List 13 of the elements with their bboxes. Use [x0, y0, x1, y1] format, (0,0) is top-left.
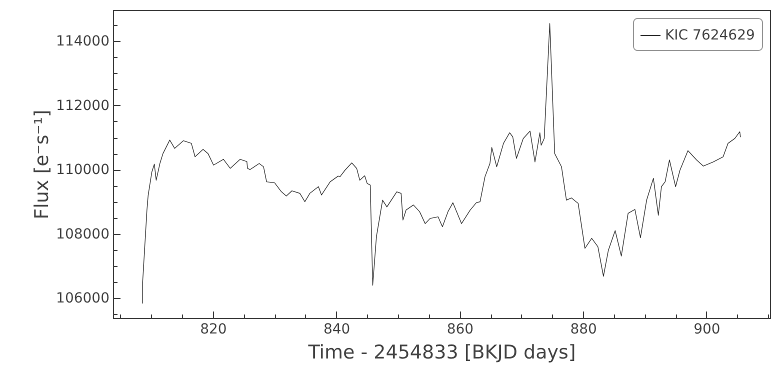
y-tick-label: 112000 — [56, 98, 110, 114]
x-tick-label: 860 — [446, 322, 474, 338]
x-tick-label: 900 — [694, 322, 720, 338]
x-axis-title: Time - 2454833 [BKJD days] — [307, 342, 576, 364]
y-tick-label: 106000 — [56, 290, 110, 307]
y-tick-label: 114000 — [56, 34, 110, 50]
y-tick-label: 108000 — [56, 226, 110, 242]
x-tick-label: 880 — [570, 322, 597, 338]
y-axis-title: Flux [e⁻s⁻¹] — [31, 110, 54, 220]
x-tick-label: 820 — [200, 322, 227, 338]
y-tick-label: 110000 — [56, 162, 110, 178]
legend-label: KIC 7624629 — [665, 28, 755, 44]
x-tick-label: 840 — [323, 322, 350, 338]
